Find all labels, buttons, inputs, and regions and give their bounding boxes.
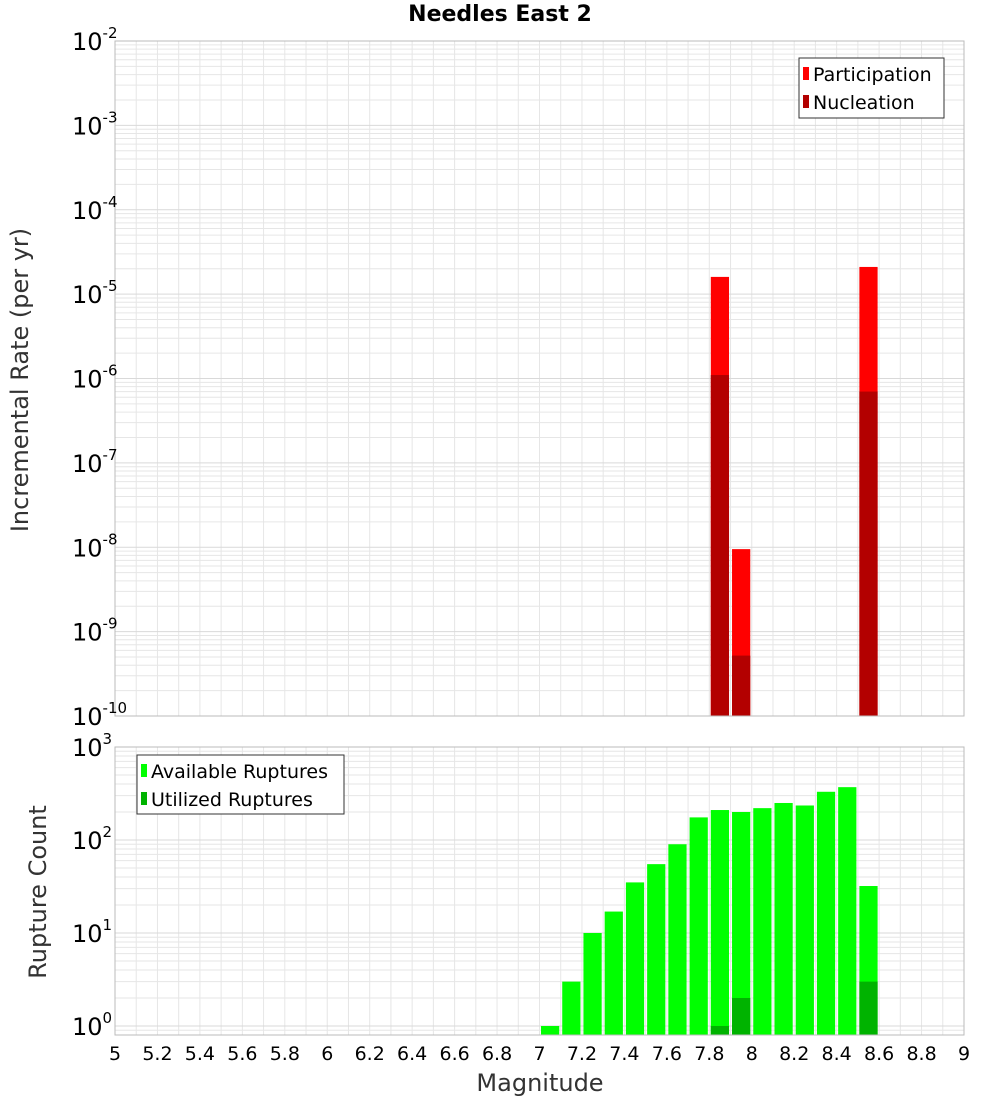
rate-y-tick-label: 10-9 [72,615,118,647]
rate-plot-frame [114,40,965,717]
count-y-axis-label: Rupture Count [24,805,52,979]
count-y-tick-label: 101 [72,916,112,948]
x-tick-label: 6.2 [355,1043,385,1065]
count-bar-utilized-ruptures [732,997,751,1035]
rate-legend-box [798,57,945,119]
count-bar-available-ruptures [689,817,708,1035]
rate-y-tick-label: 10-6 [72,362,118,394]
rate-y-tick-label: 10-8 [72,530,118,562]
x-tick-label: 8.2 [779,1043,809,1065]
count-bar-available-ruptures [668,844,687,1035]
rate-bar-nucleation [732,655,751,716]
rate-y-tick-label: 10-10 [72,699,127,731]
rate-bar-nucleation [710,375,730,716]
rate-y-tick-label: 10-2 [72,24,118,56]
rate-legend-swatch [803,67,809,80]
count-bar-available-ruptures [541,1025,560,1035]
count-bar-available-ruptures [604,911,623,1035]
count-bar-available-ruptures [583,932,602,1035]
rate-y-axis-label: Incremental Rate (per yr) [6,228,34,532]
x-tick-label: 5.6 [227,1043,257,1065]
x-tick-label: 5 [109,1043,121,1065]
rupture-count-plot: 103 102 101 100 Available Ruptures Utilized R… [72,730,970,1065]
x-tick-label: 5.8 [270,1043,300,1065]
x-tick-label: 5.4 [185,1043,215,1065]
rate-y-tick-label: 10-4 [72,193,118,225]
count-bar-utilized-ruptures [859,981,878,1035]
rate-y-tick-label: 10-7 [72,446,118,478]
x-tick-label: 8.8 [906,1043,936,1065]
count-bar-utilized-ruptures [710,1025,730,1035]
count-bar-available-ruptures [795,805,814,1035]
count-bar-available-ruptures [732,812,751,1035]
x-tick-label: 7.4 [609,1043,639,1065]
count-y-tick-label: 102 [72,823,112,855]
count-bar-available-ruptures [710,810,730,1035]
rate-plot: 10-2 10-3 10-4 10-5 10-6 10-7 10-8 10-9 10-10 Par… [72,24,965,731]
count-legend-box [136,754,345,815]
x-tick-label: 7 [533,1043,545,1065]
count-bar-available-ruptures [625,882,645,1035]
count-plot-frame [114,746,965,1036]
x-tick-label: 5.2 [142,1043,172,1065]
x-tick-label: 7.6 [652,1043,682,1065]
x-tick-label: 6 [321,1043,333,1065]
x-tick-label: 8.6 [864,1043,894,1065]
count-bar-available-ruptures [774,802,793,1035]
count-legend-swatch [141,764,147,777]
x-tick-label: 6.8 [482,1043,512,1065]
rate-y-tick-label: 10-5 [72,277,118,309]
rate-y-tick-label: 10-3 [72,108,118,140]
rate-bar-nucleation [859,391,878,716]
x-tick-label: 6.6 [439,1043,469,1065]
count-bar-available-ruptures [816,791,836,1035]
x-tick-label: 7.2 [567,1043,597,1065]
x-tick-label: 8.4 [822,1043,852,1065]
x-tick-label: 7.8 [694,1043,724,1065]
count-bar-available-ruptures [647,864,666,1035]
rate-legend-label: Nucleation [813,92,915,114]
count-bar-available-ruptures [753,808,772,1035]
x-axis-label: Magnitude [476,1069,603,1097]
x-tick-label: 9 [958,1043,970,1065]
chart-title: Needles East 2 [408,2,592,27]
count-y-tick-label: 100 [72,1009,112,1041]
count-bar-available-ruptures [562,981,581,1035]
count-y-tick-label: 103 [72,730,112,762]
rate-legend-label: Participation [813,64,932,86]
count-bar-available-ruptures [838,787,857,1035]
rate-legend-swatch [803,95,809,108]
count-legend-swatch [141,792,147,805]
count-legend-label: Utilized Ruptures [151,789,313,811]
x-tick-label: 8 [746,1043,758,1065]
x-tick-label: 6.4 [397,1043,427,1065]
count-legend-label: Available Ruptures [151,761,328,783]
